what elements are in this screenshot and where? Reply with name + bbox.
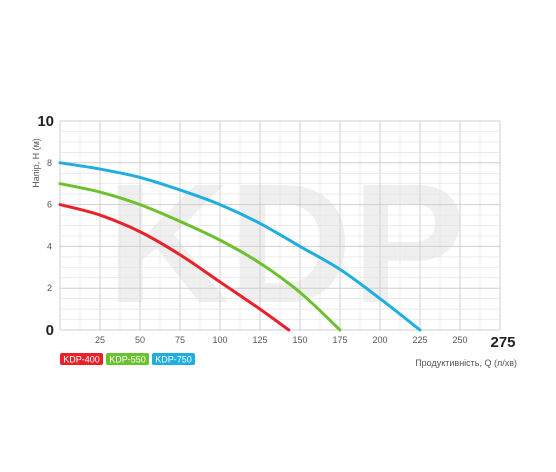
chart-grid bbox=[59, 120, 501, 331]
series-line-kdp-750 bbox=[58, 161, 422, 332]
legend-label: KDP-750 bbox=[155, 355, 192, 365]
x-tick-label: 125 bbox=[252, 335, 267, 345]
x-tick-label: 25 bbox=[95, 335, 105, 345]
legend-swatch bbox=[60, 353, 103, 365]
series-line-kdp-550 bbox=[58, 182, 342, 332]
chart-watermark: KDP bbox=[107, 149, 466, 339]
legend-swatch bbox=[152, 353, 195, 365]
legend-label: KDP-550 bbox=[109, 355, 146, 365]
y-tick-label: 6 bbox=[47, 200, 52, 210]
chart-legend: KDP-400 KDP-550 KDP-750 bbox=[60, 353, 195, 365]
x-tick-label: 50 bbox=[135, 335, 145, 345]
series-line-kdp-400 bbox=[58, 203, 291, 332]
x-tick-label: 250 bbox=[452, 335, 467, 345]
y-tick-label: 10 bbox=[37, 113, 54, 130]
x-tick-label: 275 bbox=[490, 334, 515, 351]
x-tick-label: 175 bbox=[332, 335, 347, 345]
y-tick-label: 2 bbox=[47, 283, 52, 293]
x-tick-label: 100 bbox=[212, 335, 227, 345]
y-axis-title: Напір, H (м) bbox=[31, 138, 41, 188]
x-axis-title: Продуктивність, Q (л/хв) bbox=[415, 358, 517, 368]
x-tick-label: 75 bbox=[175, 335, 185, 345]
x-tick-label: 200 bbox=[372, 335, 387, 345]
legend-label: KDP-400 bbox=[63, 355, 100, 365]
chart-tick-labels: 25 50 75 100 125 150 175 200 225 250 275 0 2 4 6 8 10 bbox=[37, 113, 515, 351]
y-tick-label: 4 bbox=[47, 241, 52, 251]
y-tick-label: 0 bbox=[46, 322, 54, 339]
x-tick-label: 150 bbox=[292, 335, 307, 345]
x-tick-label: 225 bbox=[412, 335, 427, 345]
legend-swatch bbox=[106, 353, 149, 365]
chart-curves bbox=[58, 161, 422, 332]
y-tick-label: 8 bbox=[47, 158, 52, 168]
